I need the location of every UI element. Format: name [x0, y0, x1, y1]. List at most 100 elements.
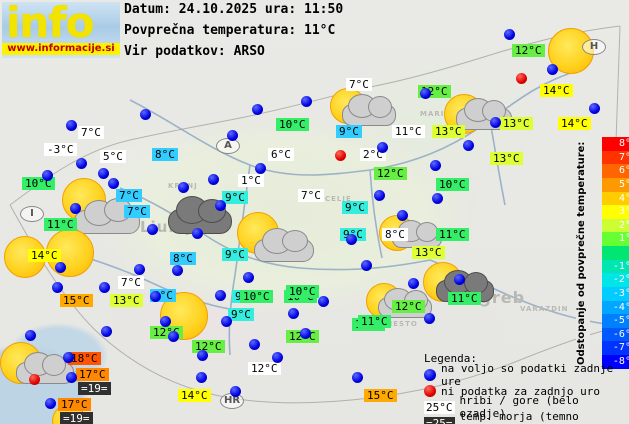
station-dot-available[interactable]: [408, 278, 419, 289]
station-dot-available[interactable]: [45, 398, 56, 409]
station-dot-available[interactable]: [463, 140, 474, 151]
station-dot-available[interactable]: [454, 274, 465, 285]
station-dot-available[interactable]: [98, 168, 109, 179]
temperature-label: 11°C: [436, 228, 469, 241]
station-dot-available[interactable]: [55, 262, 66, 273]
station-dot-available[interactable]: [377, 142, 388, 153]
temperature-label: 10°C: [240, 290, 273, 303]
temperature-label: 10°C: [436, 178, 469, 191]
station-dot-available[interactable]: [215, 200, 226, 211]
legend-row-text: hribi / gore (belo ozadje): [459, 394, 579, 420]
station-dot-available[interactable]: [432, 193, 443, 204]
color-scale-step: -1°C: [602, 259, 629, 274]
station-dot-available[interactable]: [430, 160, 441, 171]
station-dot-available[interactable]: [63, 352, 74, 363]
color-scale-bar: 8°C7°C6°C5°C4°C3°C2°C1°C -1°C-2°C-3°C-4°C…: [602, 137, 629, 369]
station-dot-available[interactable]: [352, 372, 363, 383]
station-dot-available[interactable]: [66, 120, 77, 131]
station-dot-available[interactable]: [42, 170, 53, 181]
station-dot-available[interactable]: [134, 264, 145, 275]
station-dot-available[interactable]: [243, 272, 254, 283]
station-dot-missing[interactable]: [29, 374, 40, 385]
station-dot-available[interactable]: [301, 96, 312, 107]
temperature-label: 14°C: [558, 117, 591, 130]
temperature-label: 11°C: [358, 315, 391, 328]
temperature-label: 11°C: [44, 218, 77, 231]
station-dot-available[interactable]: [101, 326, 112, 337]
country-code-marker: H: [582, 39, 606, 55]
average-temperature-line: Povprečna temperatura: 11°C: [124, 23, 336, 38]
temperature-label: 15°C: [60, 294, 93, 307]
station-dot-available[interactable]: [230, 386, 241, 397]
legend-row-text: temp. morja (temno ozadje): [459, 410, 579, 424]
temperature-label: 9°C: [222, 191, 248, 204]
temperature-label: 14°C: [28, 249, 61, 262]
station-dot-available[interactable]: [168, 331, 179, 342]
legend-row: ni podatka za zadnjo uro: [424, 383, 629, 399]
temperature-label: 13°C: [110, 294, 143, 307]
station-dot-available[interactable]: [160, 316, 171, 327]
color-scale-step: -5°C: [602, 314, 629, 328]
temperature-label: =19=: [60, 412, 93, 424]
legend-row: 25°C hribi / gore (belo ozadje): [424, 394, 629, 420]
legend-blue-dot-icon: [424, 369, 436, 381]
station-dot-available[interactable]: [288, 308, 299, 319]
station-dot-available[interactable]: [140, 109, 151, 120]
station-dot-available[interactable]: [374, 190, 385, 201]
station-dot-available[interactable]: [66, 372, 77, 383]
station-dot-available[interactable]: [255, 163, 266, 174]
station-dot-available[interactable]: [108, 178, 119, 189]
station-dot-missing[interactable]: [516, 73, 527, 84]
station-dot-available[interactable]: [227, 130, 238, 141]
station-dot-available[interactable]: [192, 228, 203, 239]
station-dot-available[interactable]: [208, 174, 219, 185]
station-dot-available[interactable]: [25, 330, 36, 341]
station-dot-available[interactable]: [300, 328, 311, 339]
station-dot-available[interactable]: [420, 88, 431, 99]
temperature-label: 8°C: [152, 148, 178, 161]
station-dot-available[interactable]: [76, 158, 87, 169]
station-dot-available[interactable]: [424, 313, 435, 324]
color-scale-step: 7°C: [602, 150, 629, 165]
station-dot-available[interactable]: [318, 296, 329, 307]
temperature-label: 12°C: [392, 300, 425, 313]
station-dot-available[interactable]: [361, 260, 372, 271]
station-dot-available[interactable]: [249, 339, 260, 350]
station-dot-available[interactable]: [197, 350, 208, 361]
temperature-label: 18°C: [68, 352, 101, 365]
weather-symbol-cloud: [342, 94, 396, 126]
color-scale-step: [602, 246, 629, 260]
color-scale-step: 4°C: [602, 191, 629, 206]
temperature-label: 9°C: [222, 248, 248, 261]
station-dot-available[interactable]: [178, 182, 189, 193]
station-dot-available[interactable]: [99, 282, 110, 293]
station-dot-available[interactable]: [215, 290, 226, 301]
country-code-marker: I: [20, 206, 44, 222]
station-dot-available[interactable]: [150, 291, 161, 302]
station-dot-available[interactable]: [221, 316, 232, 327]
site-logo[interactable]: info www.informacije.si: [2, 2, 120, 58]
station-dot-available[interactable]: [346, 234, 357, 245]
temperature-label: 5°C: [100, 150, 126, 163]
legend-row-text: na voljo so podatki zadnje ure: [441, 362, 614, 388]
legend-chip: 25°C: [424, 400, 455, 414]
station-dot-available[interactable]: [52, 282, 63, 293]
color-scale-step: 2°C: [602, 218, 629, 233]
station-dot-available[interactable]: [272, 352, 283, 363]
station-dot-available[interactable]: [504, 29, 515, 40]
color-scale-step: 3°C: [602, 205, 629, 219]
station-dot-available[interactable]: [490, 117, 501, 128]
station-dot-available[interactable]: [252, 104, 263, 115]
station-dot-available[interactable]: [196, 372, 207, 383]
station-dot-available[interactable]: [397, 210, 408, 221]
station-dot-available[interactable]: [547, 64, 558, 75]
station-dot-available[interactable]: [589, 103, 600, 114]
temperature-label: 10°C: [276, 118, 309, 131]
station-dot-available[interactable]: [70, 203, 81, 214]
legend-chip: =25=: [424, 416, 455, 424]
color-scale-step: -6°C: [602, 327, 629, 342]
color-scale-step: -7°C: [602, 341, 629, 355]
station-dot-available[interactable]: [147, 224, 158, 235]
station-dot-missing[interactable]: [335, 150, 346, 161]
station-dot-available[interactable]: [172, 265, 183, 276]
